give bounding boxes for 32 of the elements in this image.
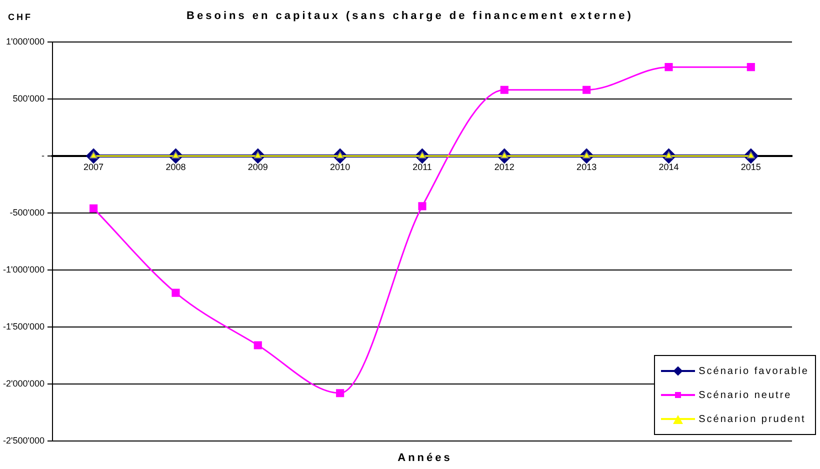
legend-label: Scénario neutre [698,390,792,400]
x-tick-label: 2011 [412,162,432,172]
x-tick-label: 2009 [248,162,268,172]
point [90,204,98,212]
point [500,86,508,94]
x-tick-label: 2012 [494,162,514,172]
y-tick-label: -1'000'000 [2,264,44,274]
x-axis-title: Années [396,452,454,464]
y-tick-label: -2'500'000 [2,435,44,446]
x-tick-label: 2013 [576,162,597,172]
x-tick-label: 2008 [166,162,186,172]
x-tick-label: 2015 [740,162,761,172]
point [172,288,180,297]
chart-title: Besoins en capitaux (sans charge de financement externe) [186,10,634,22]
y-axis-title: CHF [8,12,32,22]
y-tick-label: -2'000'000 [2,378,44,388]
point [254,341,262,350]
legend-label: Scénarion prudent [698,414,806,424]
legend-label: Scénario favorable [698,366,809,376]
y-tick-label: 500'000 [12,93,44,104]
point [746,63,755,72]
point [336,389,344,398]
point [582,86,591,94]
y-tick-label: 1'000'000 [6,36,44,46]
x-tick-label: 2007 [84,162,104,172]
y-tick-label: -500'000 [10,207,44,218]
x-tick-label: 2010 [330,162,350,172]
x-tick-label: 2014 [658,162,679,172]
y-tick-label: - [41,150,44,160]
point [664,63,673,72]
point [418,202,426,210]
y-tick-label: -1'500'000 [2,321,44,332]
